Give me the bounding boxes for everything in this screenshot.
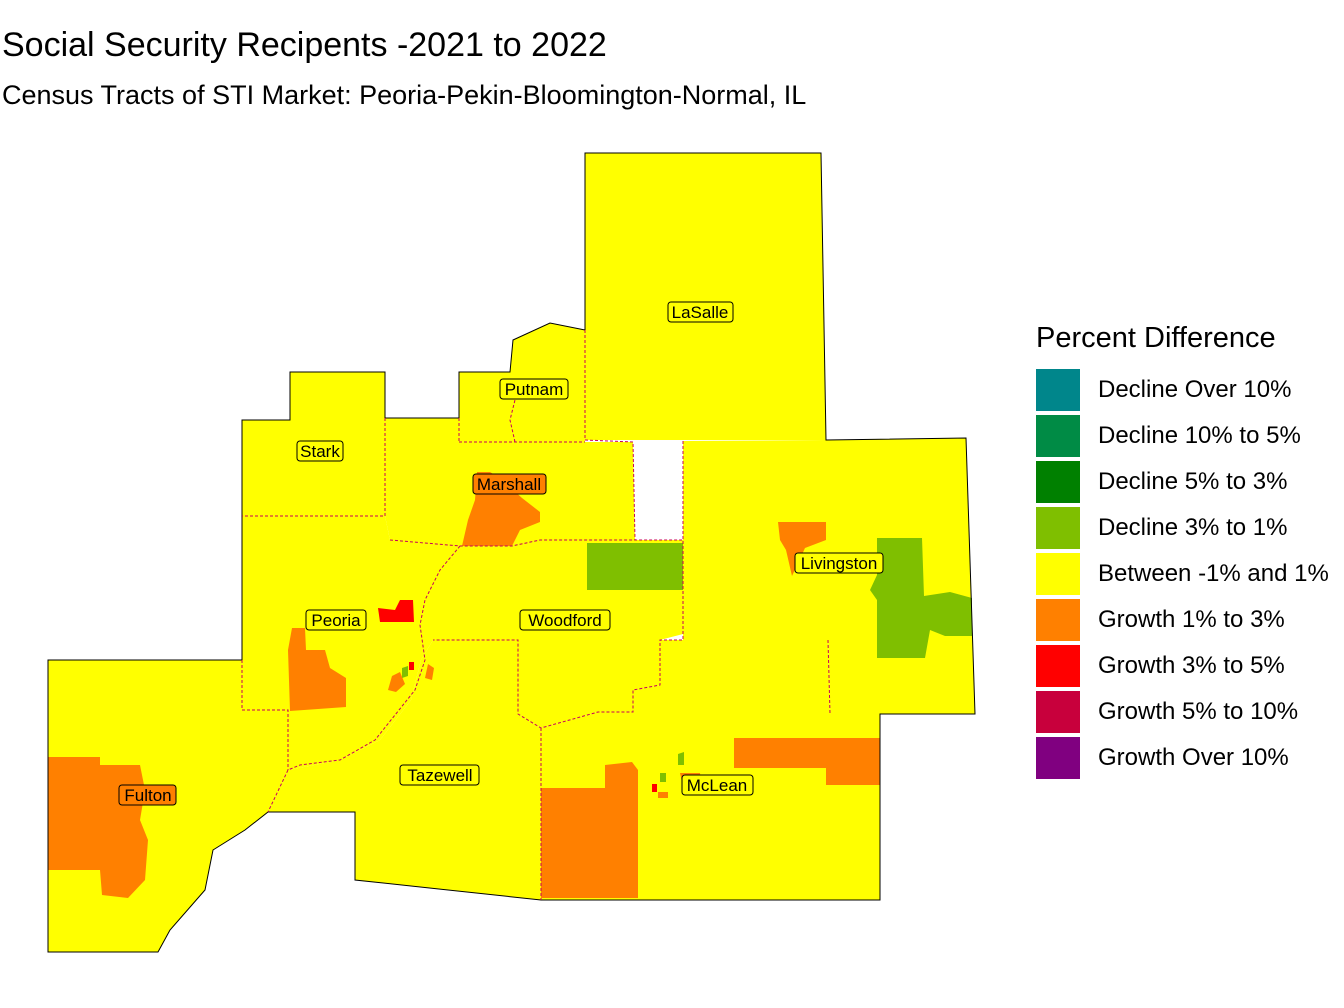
woodford-decline-tract [587,543,683,590]
county-label-tazewell: Tazewell [399,764,480,786]
peoria-growth-tract-2 [288,628,346,711]
peoria-woodford-region [242,516,683,770]
legend-title: Percent Difference [1036,322,1276,354]
legend-item: Decline Over 10% [1036,367,1329,413]
peoria-small-tract-1 [388,672,405,692]
mclean-small-tract-2 [660,773,666,782]
legend-label: Decline 3% to 1% [1098,514,1288,541]
legend-label: Between -1% and 1% [1098,560,1329,587]
county-name-lasalle: LaSalle [672,303,729,322]
legend-swatch [1036,553,1080,595]
county-name-peoria: Peoria [311,611,361,630]
mclean-small-tract-4 [658,792,668,798]
legend-swatch [1036,691,1080,733]
mclean-growth-tract-1 [541,762,638,898]
legend-label: Growth 5% to 10% [1098,698,1299,725]
livingston-decline-tract [870,538,972,658]
county-label-lasalle: LaSalle [667,301,734,323]
peoria-small-tract-2 [402,666,408,678]
county-label-marshall: Marshall [472,473,547,495]
legend-swatch [1036,645,1080,687]
county-name-tazewell: Tazewell [407,766,472,785]
legend-items: Decline Over 10% Decline 10% to 5% Decline… [1036,367,1329,781]
legend-item: Growth 1% to 3% [1036,597,1329,643]
legend-swatch [1036,415,1080,457]
legend-label: Decline 10% to 5% [1098,422,1301,449]
legend-item: Growth Over 10% [1036,735,1329,781]
county-name-fulton: Fulton [124,786,171,805]
mclean-growth-tract-2 [734,738,880,785]
legend-item: Between -1% and 1% [1036,551,1329,597]
market-outline [47,152,976,953]
county-name-putnam: Putnam [505,380,564,399]
county-label-livingston: Livingston [794,552,884,574]
county-label-fulton: Fulton [118,784,177,806]
legend-label: Growth 1% to 3% [1098,606,1285,633]
lasalle-region [585,153,826,440]
map-title: Social Security Recipents -2021 to 2022 [2,26,607,64]
county-label-mclean: McLean [681,774,754,796]
legend-label: Decline Over 10% [1098,376,1292,403]
legend-label: Growth Over 10% [1098,744,1289,771]
mclean-small-tract-3 [652,784,657,792]
legend-item: Decline 3% to 1% [1036,505,1329,551]
stark-region [242,372,635,540]
legend-item: Growth 5% to 10% [1036,689,1329,735]
county-label-putnam: Putnam [499,378,569,400]
county-label-stark: Stark [296,440,344,462]
peoria-small-tract-3 [409,662,414,670]
county-labels: LaSalle Putnam Stark Marshall Livingston… [118,301,884,806]
peoria-growth-tract-1 [378,600,414,622]
legend-swatch [1036,737,1080,779]
county-name-marshall: Marshall [477,475,541,494]
mclean-small-tract-1 [678,752,684,765]
county-name-woodford: Woodford [528,611,601,630]
legend-swatch [1036,461,1080,503]
county-name-livingston: Livingston [801,554,878,573]
map-subtitle: Census Tracts of STI Market: Peoria-Peki… [2,80,807,110]
legend-swatch [1036,507,1080,549]
legend-swatch [1036,599,1080,641]
legend-label: Growth 3% to 5% [1098,652,1285,679]
peoria-small-tract-4 [425,664,434,680]
legend-item: Decline 5% to 3% [1036,459,1329,505]
legend-swatch [1036,369,1080,411]
legend-item: Growth 3% to 5% [1036,643,1329,689]
legend-item: Decline 10% to 5% [1036,413,1329,459]
county-boundaries [241,330,831,900]
county-label-woodford: Woodford [519,609,611,631]
county-label-peoria: Peoria [305,609,367,631]
county-name-mclean: McLean [687,776,747,795]
county-name-stark: Stark [300,442,340,461]
legend: Percent Difference Decline Over 10% Decli… [1036,322,1329,781]
legend-label: Decline 5% to 3% [1098,468,1288,495]
county-map: LaSalle Putnam Stark Marshall Livingston… [47,152,976,953]
livingston-growth-tract [778,522,826,576]
